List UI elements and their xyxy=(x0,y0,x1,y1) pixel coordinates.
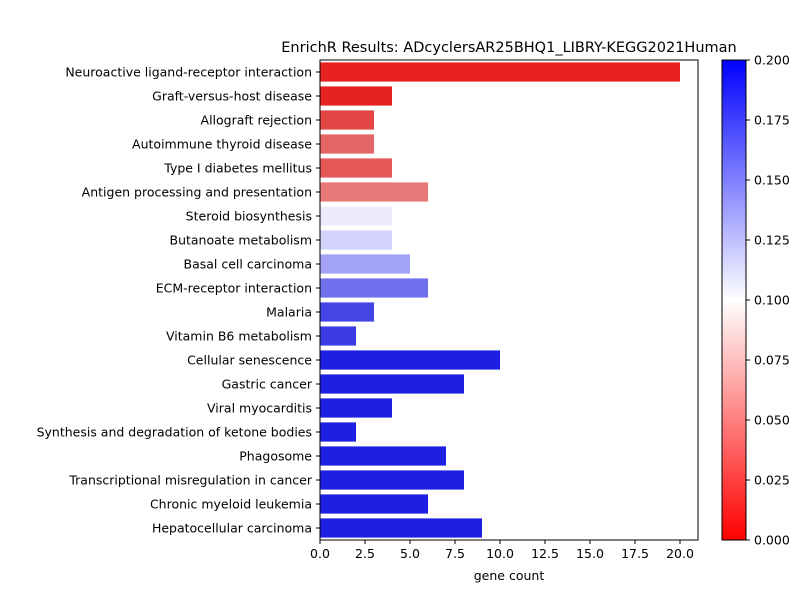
category-label: ECM-receptor interaction xyxy=(156,281,312,296)
bar xyxy=(320,254,410,274)
bar xyxy=(320,206,392,226)
category-label: Phagosome xyxy=(239,449,312,464)
x-tick-label: 20.0 xyxy=(666,546,694,561)
x-tick-label: 12.5 xyxy=(531,546,559,561)
bar xyxy=(320,518,482,538)
category-label: Malaria xyxy=(266,305,312,320)
category-label: Butanoate metabolism xyxy=(170,233,313,248)
x-tick-label: 7.5 xyxy=(445,546,465,561)
colorbar-tick-label: 0.050 xyxy=(754,413,790,428)
bar xyxy=(320,86,392,106)
bar xyxy=(320,62,680,82)
bar xyxy=(320,446,446,466)
category-label: Steroid biosynthesis xyxy=(186,209,312,224)
category-labels: Neuroactive ligand-receptor interaction G… xyxy=(37,65,320,536)
bar xyxy=(320,134,374,154)
bars-layer xyxy=(320,62,680,538)
category-label: Type I diabetes mellitus xyxy=(163,161,312,176)
colorbar-tick-label: 0.000 xyxy=(754,533,790,548)
bar xyxy=(320,494,428,514)
category-label: Gastric cancer xyxy=(222,377,313,392)
bar xyxy=(320,278,428,298)
x-tick-label: 5.0 xyxy=(400,546,420,561)
category-label: Autoimmune thyroid disease xyxy=(132,137,312,152)
bar xyxy=(320,230,392,250)
bar xyxy=(320,182,428,202)
category-label: Basal cell carcinoma xyxy=(184,257,313,272)
category-label: Chronic myeloid leukemia xyxy=(150,497,312,512)
category-label: Cellular senescence xyxy=(187,353,312,368)
colorbar-gradient xyxy=(721,59,747,541)
x-tick-label: 0.0 xyxy=(310,546,330,561)
bar xyxy=(320,398,392,418)
category-label: Allograft rejection xyxy=(201,113,312,128)
chart-title: EnrichR Results: ADcyclersAR25BHQ1_LIBRY… xyxy=(281,40,736,56)
colorbar-tick-label: 0.100 xyxy=(754,293,790,308)
bar xyxy=(320,302,374,322)
category-label: Vitamin B6 metabolism xyxy=(166,329,312,344)
colorbar-tick-label: 0.200 xyxy=(754,53,790,68)
plot-frame xyxy=(319,59,699,541)
colorbar-tick-label: 0.025 xyxy=(754,473,790,488)
colorbar: 0.000 0.025 0.050 0.075 0.100 0.125 0.150 0.175… xyxy=(721,53,790,548)
bar xyxy=(320,110,374,130)
x-axis: 0.0 2.5 5.0 7.5 10.0 12.5 15.0 17.5 20.0 xyxy=(310,540,694,561)
x-tick-label: 10.0 xyxy=(486,546,514,561)
category-label: Transcriptional misregulation in cancer xyxy=(68,473,313,488)
category-label: Neuroactive ligand-receptor interaction xyxy=(65,65,312,80)
bar xyxy=(320,350,500,370)
colorbar-tick-label: 0.175 xyxy=(754,113,790,128)
colorbar-tick-label: 0.125 xyxy=(754,233,790,248)
colorbar-tick-label: 0.075 xyxy=(754,353,790,368)
bar xyxy=(320,158,392,178)
x-tick-label: 17.5 xyxy=(621,546,649,561)
x-axis-label: gene count xyxy=(474,568,545,583)
category-label: Viral myocarditis xyxy=(207,401,312,416)
bar xyxy=(320,374,464,394)
colorbar-tick-label: 0.150 xyxy=(754,173,790,188)
x-tick-label: 2.5 xyxy=(355,546,375,561)
category-label: Graft-versus-host disease xyxy=(152,89,312,104)
bar xyxy=(320,470,464,490)
category-label: Hepatocellular carcinoma xyxy=(152,521,312,536)
category-label: Synthesis and degradation of ketone bodi… xyxy=(37,425,312,440)
bar xyxy=(320,326,356,346)
x-tick-label: 15.0 xyxy=(576,546,604,561)
category-label: Antigen processing and presentation xyxy=(82,185,312,200)
bar xyxy=(320,422,356,442)
